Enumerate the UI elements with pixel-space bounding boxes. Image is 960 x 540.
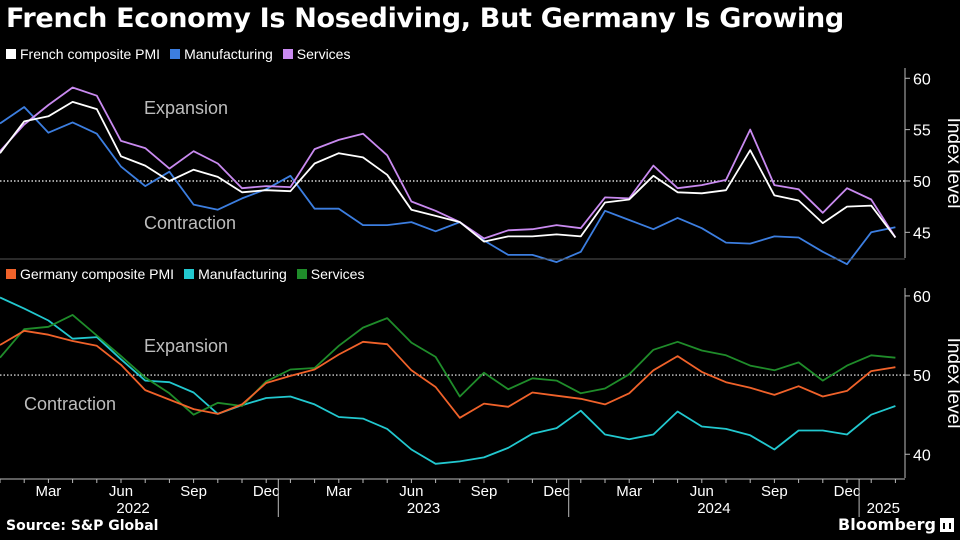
x-year-label-2024: 2024 — [697, 500, 730, 517]
series-line-germany-1 — [0, 296, 896, 465]
germany-legend: Germany composite PMI Manufacturing Serv… — [6, 266, 364, 282]
bloomberg-chart-icon — [940, 517, 954, 532]
legend-item-french-services: Services — [282, 46, 351, 62]
series-line-germany-2 — [0, 313, 896, 416]
france-legend: French composite PMI Manufacturing Servi… — [6, 46, 350, 62]
legend-swatch-french-composite — [6, 49, 16, 59]
legend-item-germany-services: Services — [296, 266, 365, 282]
legend-label-germany-services: Services — [310, 266, 365, 282]
legend-swatch-germany-composite — [6, 269, 16, 279]
annotation-contraction-germany: Contraction — [24, 394, 116, 414]
brand-name: Bloomberg — [838, 515, 936, 534]
x-tick-label-3: Dec — [253, 483, 280, 500]
bloomberg-logo: Bloomberg — [838, 515, 954, 534]
y-axis-title-germany: Index level — [943, 338, 960, 429]
legend-swatch-french-services — [282, 49, 293, 59]
x-tick-label-8: Mar — [616, 483, 642, 500]
x-tick-label-1: Jun — [109, 483, 133, 500]
y-axis-title-france: Index level — [943, 118, 960, 209]
legend-item-germany-manufacturing: Manufacturing — [184, 266, 287, 282]
legend-item-french-composite: French composite PMI — [6, 46, 160, 62]
x-tick-label-7: Dec — [543, 483, 570, 500]
x-tick-label-10: Sep — [761, 483, 788, 500]
source-note: Source: S&P Global — [6, 518, 159, 534]
legend-swatch-french-manufacturing — [170, 49, 181, 59]
y-tick-label-germany-40: 40 — [913, 447, 931, 464]
x-tick-label-0: Mar — [35, 483, 61, 500]
x-tick-label-6: Sep — [471, 483, 498, 500]
annotation-expansion-germany: Expansion — [144, 336, 228, 356]
x-year-label-2025: 2025 — [867, 500, 900, 517]
legend-label-germany-manufacturing: Manufacturing — [198, 266, 287, 282]
x-tick-label-9: Jun — [690, 483, 714, 500]
legend-label-germany-composite: Germany composite PMI — [20, 266, 175, 282]
legend-swatch-germany-services — [296, 269, 307, 279]
x-tick-label-4: Mar — [326, 483, 352, 500]
x-year-label-2023: 2023 — [407, 500, 440, 517]
legend-label-french-services: Services — [296, 46, 351, 62]
series-line-germany-0 — [0, 329, 896, 419]
y-tick-label-germany-50: 50 — [913, 368, 931, 385]
legend-swatch-germany-manufacturing — [184, 269, 195, 279]
legend-label-french-composite: French composite PMI — [20, 46, 161, 62]
x-tick-label-11: Dec — [834, 483, 861, 500]
legend-item-french-manufacturing: Manufacturing — [170, 46, 273, 62]
annotation-expansion-france: Expansion — [144, 98, 228, 118]
x-tick-label-2: Sep — [180, 483, 207, 500]
x-year-label-2022: 2022 — [116, 500, 149, 517]
series-line-france-0 — [0, 101, 897, 243]
y-tick-label-germany-60: 60 — [913, 289, 931, 306]
legend-item-germany-composite: Germany composite PMI — [6, 266, 174, 282]
series-line-france-1 — [0, 106, 896, 266]
series-line-france-2 — [0, 86, 897, 240]
y-tick-label-france-50: 50 — [913, 174, 931, 191]
y-tick-label-france-60: 60 — [913, 71, 931, 88]
annotation-contraction-france: Contraction — [144, 213, 236, 233]
legend-label-french-manufacturing: Manufacturing — [184, 46, 273, 62]
y-tick-label-france-45: 45 — [913, 225, 931, 242]
x-tick-label-5: Jun — [399, 483, 423, 500]
y-tick-label-france-55: 55 — [913, 123, 931, 140]
chart-title: French Economy Is Nosediving, But German… — [6, 3, 844, 34]
